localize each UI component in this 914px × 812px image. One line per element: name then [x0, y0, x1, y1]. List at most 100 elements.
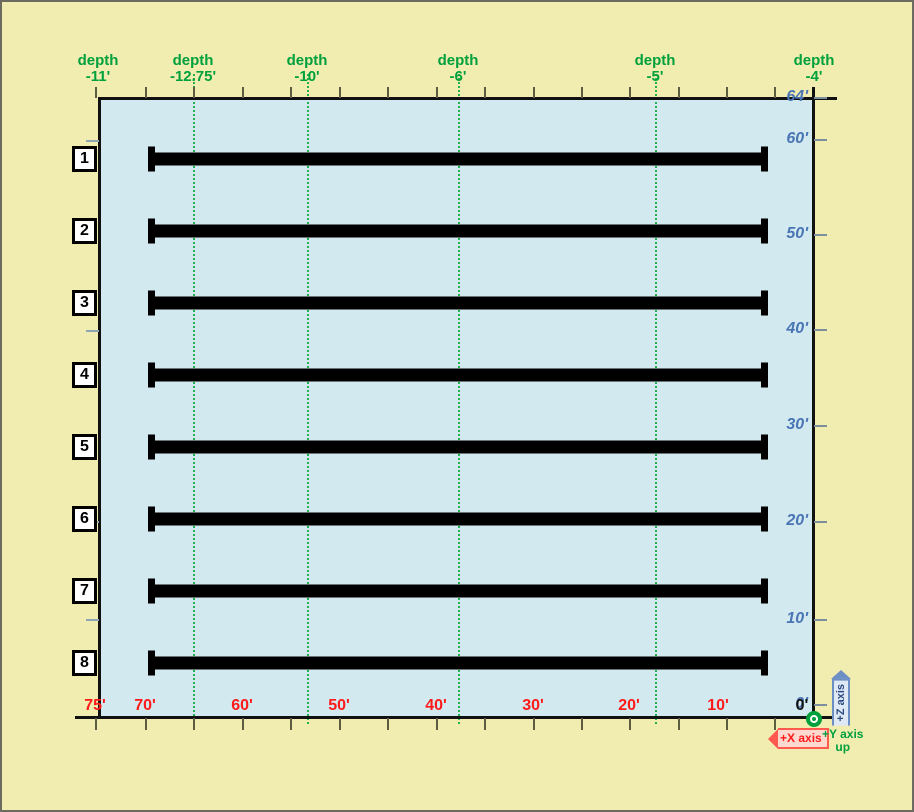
beam-end-cap-left: [148, 578, 155, 604]
axis-tick-right: [814, 234, 827, 236]
row-number-badge[interactable]: 5: [72, 434, 97, 460]
arrow-up-icon: [831, 670, 851, 679]
x-axis-tick-label: 0': [795, 697, 809, 714]
row-number-badge[interactable]: 7: [72, 578, 97, 604]
x-axis-label: +X axis: [778, 728, 829, 749]
x-axis-tick-label: 40': [425, 697, 447, 714]
x-axis-tick-label: 60': [231, 697, 253, 714]
z-axis-indicator: +Z axis: [831, 670, 851, 726]
beam-bar: [148, 152, 768, 166]
y-axis-label-line1: +Y axis: [822, 727, 864, 741]
x-axis-tick-label: 75': [84, 697, 106, 714]
beam-end-cap-left: [148, 362, 155, 388]
axis-tick-bottom: [678, 718, 680, 730]
beam-end-cap-left: [148, 506, 155, 532]
axis-tick-left: [86, 140, 99, 142]
axis-tick-right: [814, 329, 827, 331]
beam-bar: [148, 296, 768, 310]
axis-tick-bottom: [726, 718, 728, 730]
depth-word: depth: [286, 52, 328, 69]
axis-tick-top: [678, 87, 680, 98]
axis-tick-top: [95, 87, 97, 98]
depth-marker-label: depth -5': [635, 53, 676, 85]
axis-tick-bottom: [339, 718, 341, 730]
depth-guide-line: [655, 74, 657, 724]
origin-marker-icon: [806, 711, 822, 727]
y-axis-tick-label: 60': [786, 130, 808, 147]
axis-tick-bottom: [387, 718, 389, 730]
axis-tick-bottom: [774, 718, 776, 730]
y-axis-label-line2: up: [835, 740, 851, 754]
depth-guide-line: [307, 74, 309, 724]
depth-value: -4': [805, 68, 823, 85]
axis-tick-top: [484, 87, 486, 98]
beam-end-cap-left: [148, 650, 155, 676]
axis-tick-bottom: [581, 718, 583, 730]
beam-bar: [148, 368, 768, 382]
beam-end-cap-right: [761, 362, 768, 388]
axis-tick-bottom: [145, 718, 147, 730]
beam-end-cap-right: [761, 578, 768, 604]
depth-value: -12.75': [169, 68, 217, 85]
y-axis-tick-label: 20': [786, 512, 808, 529]
x-axis-indicator: +X axis: [768, 728, 829, 749]
depth-word: depth: [793, 52, 835, 69]
x-axis-tick-label: 70': [134, 697, 156, 714]
x-axis-tick-label: 30': [522, 697, 544, 714]
axis-line-left: [98, 97, 101, 719]
x-axis-tick-label: 10': [707, 697, 729, 714]
axis-tick-top: [339, 87, 341, 98]
y-axis-tick-label: 64': [786, 88, 808, 105]
beam-bar: [148, 224, 768, 238]
y-axis-tick-label: 0': [795, 695, 808, 712]
axis-tick-top: [581, 87, 583, 98]
axis-tick-right: [814, 619, 827, 621]
y-axis-tick-label: 50': [786, 225, 808, 242]
axis-tick-right: [814, 139, 827, 141]
depth-guide-line: [458, 74, 460, 724]
beam-end-cap-left: [148, 434, 155, 460]
x-axis-tick-label: 20': [618, 697, 640, 714]
depth-word: depth: [437, 52, 479, 69]
beam-end-cap-right: [761, 650, 768, 676]
axis-tick-top: [436, 87, 438, 98]
beam-bar: [148, 584, 768, 598]
axis-tick-bottom: [290, 718, 292, 730]
axis-line-right: [812, 87, 815, 719]
y-axis-tick-label: 40': [786, 320, 808, 337]
x-axis-tick-label: 50': [328, 697, 350, 714]
beam-end-cap-right: [761, 434, 768, 460]
axis-line-bottom: [75, 716, 837, 719]
beam-end-cap-right: [761, 146, 768, 172]
beam-end-cap-left: [148, 290, 155, 316]
row-number-badge[interactable]: 6: [72, 506, 97, 532]
row-number-badge[interactable]: 8: [72, 650, 97, 676]
axis-line-top: [100, 97, 837, 100]
depth-word: depth: [634, 52, 676, 69]
axis-tick-bottom: [193, 718, 195, 730]
beam-end-cap-right: [761, 506, 768, 532]
axis-tick-right: [814, 521, 827, 523]
axis-tick-bottom: [629, 718, 631, 730]
axis-tick-left: [86, 619, 99, 621]
y-axis-tick-label: 30': [786, 416, 808, 433]
depth-value: -5': [646, 68, 664, 85]
beam-end-cap-left: [148, 146, 155, 172]
row-number-badge[interactable]: 1: [72, 146, 97, 172]
depth-value: -11': [85, 68, 111, 85]
axis-tick-bottom: [436, 718, 438, 730]
arrow-left-icon: [768, 728, 778, 749]
depth-value: -6': [449, 68, 467, 85]
plot-area: [100, 99, 814, 717]
axis-tick-top: [145, 87, 147, 98]
row-number-badge[interactable]: 4: [72, 362, 97, 388]
beam-end-cap-right: [761, 290, 768, 316]
axis-tick-bottom: [242, 718, 244, 730]
axis-tick-bottom: [95, 718, 97, 730]
axis-tick-bottom: [484, 718, 486, 730]
depth-guide-line: [193, 74, 195, 724]
row-number-badge[interactable]: 3: [72, 290, 97, 316]
depth-value: -10': [294, 68, 320, 85]
row-number-badge[interactable]: 2: [72, 218, 97, 244]
